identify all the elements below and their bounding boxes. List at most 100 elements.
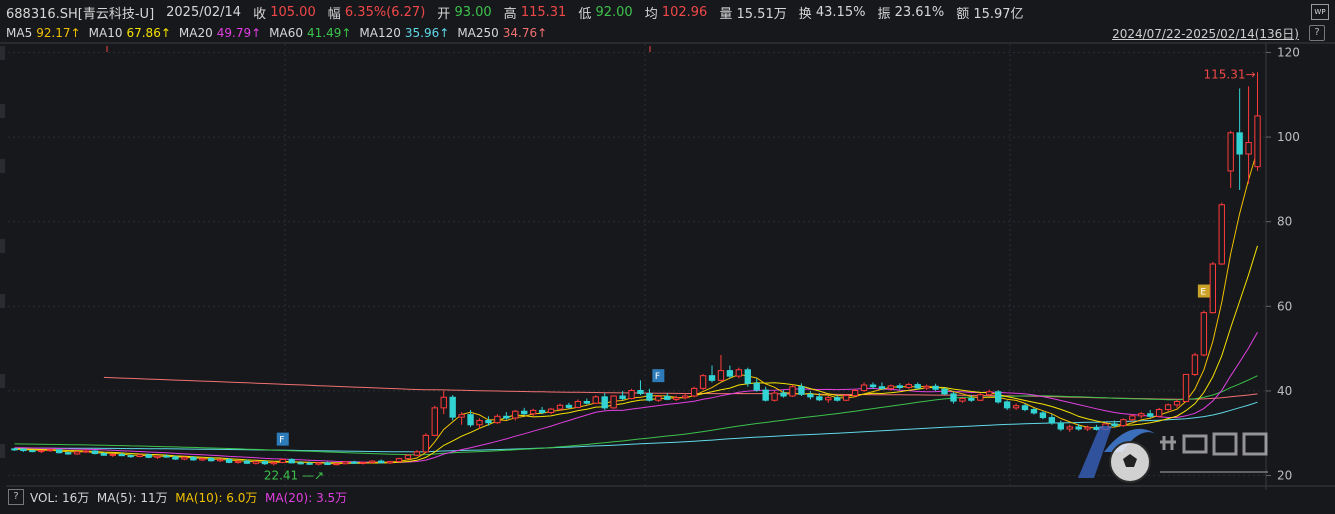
candle-body [798,386,805,395]
candle-body [914,384,921,389]
avg-label: 均 [644,6,658,22]
candle-body [619,395,626,400]
candle-body [753,382,760,391]
candle-body [1039,412,1047,419]
candle-body [610,395,617,409]
candle-body [216,458,224,462]
y-tick-label: 60 [1277,299,1292,313]
candle-body [154,455,161,458]
candle-body [145,454,152,458]
candle-body [1003,401,1011,409]
candle-body [288,458,295,464]
ma10-line [14,245,1258,464]
open-label: 开 [437,6,451,22]
candle-body [735,369,743,377]
candle-body [208,458,215,462]
close-value: 105.00 [270,4,316,20]
candle-body [547,408,555,414]
candle-body [163,455,170,458]
candle-body [529,409,537,415]
amount-label: 额 [956,6,970,22]
candle-body [1182,373,1190,402]
candle-body [726,370,734,377]
candle-body [1138,413,1145,417]
candle-body [136,454,143,457]
date-range-link[interactable]: 2024/07/22-2025/02/14(136日) [1112,27,1299,41]
candle-body [261,461,269,465]
candle-body [699,375,707,389]
ma60-line [14,375,1258,456]
candle-body [744,369,751,384]
stock-code[interactable]: 688316.SH[青云科技-U] [6,6,155,22]
candle-body [324,462,331,466]
candle-body [109,453,117,456]
candle-body [56,449,63,454]
candle-body [771,392,778,401]
turnover-value: 43.15% [815,4,866,20]
candle-body [655,395,662,401]
ma250-line [103,376,1258,400]
candle-body [968,398,975,401]
candle-body [628,390,635,400]
candle-body [896,385,903,389]
candle-body [565,404,573,408]
candle-body [690,387,698,397]
candle-body [682,395,689,399]
candle-body [351,461,358,464]
event-marker-label: F [655,372,660,382]
candle-body [404,454,412,460]
candle-body [1227,132,1234,172]
candle-body [1075,426,1082,430]
close-label: 收 [253,6,267,22]
candle-body [574,401,582,408]
candle-body [503,415,510,419]
candle-body [825,397,832,401]
ma-value-ma120: 35.96↑ [404,26,450,40]
ma-value-ma5: 92.17↑ [36,26,81,40]
vol-value: 15.51万 [736,6,787,22]
candle-body [20,448,27,452]
candle-body [64,452,72,455]
candle-body [270,461,277,465]
event-marker-label: E [1200,288,1206,298]
volume-help-icon[interactable]: ? [8,489,24,505]
wp-icon[interactable]: WP [1311,4,1329,20]
candle-body [199,458,206,461]
candle-body [1245,142,1252,155]
candle-body [1191,354,1199,375]
candle-body [1084,426,1091,430]
candle-body [190,456,197,461]
candle-body [816,396,823,401]
high-value: 115.31 [520,4,567,20]
candle-body [458,414,465,418]
candle-body [449,396,456,418]
candle-body [905,384,912,389]
ma20-line [14,331,1258,463]
candle-body [494,415,501,424]
candle-body [82,450,90,453]
candle-body [521,410,528,415]
candle-body [601,396,608,409]
candle-body [29,450,36,453]
candle-body [1147,413,1154,417]
candle-body [923,385,930,389]
ma-value-ma10: 67.86↑ [126,26,171,40]
event-marker-f [276,432,289,446]
turnover-label: 换 [798,6,812,22]
candle-body [431,407,438,436]
candle-body [780,392,787,397]
left-sidebar-tabs[interactable] [0,44,6,514]
candle-body [807,393,814,398]
candle-body [1218,204,1225,265]
candle-body [959,398,966,402]
candle-body [1012,405,1020,409]
candle-body [306,462,313,465]
candle-body [834,397,841,401]
candle-body [842,395,850,401]
help-icon[interactable]: ? [1309,25,1325,41]
ma-label-ma20: MA20 [178,26,213,40]
candle-body [1173,401,1181,406]
y-tick-label: 80 [1277,215,1292,229]
high-price-label: 115.31→ [1204,67,1256,81]
